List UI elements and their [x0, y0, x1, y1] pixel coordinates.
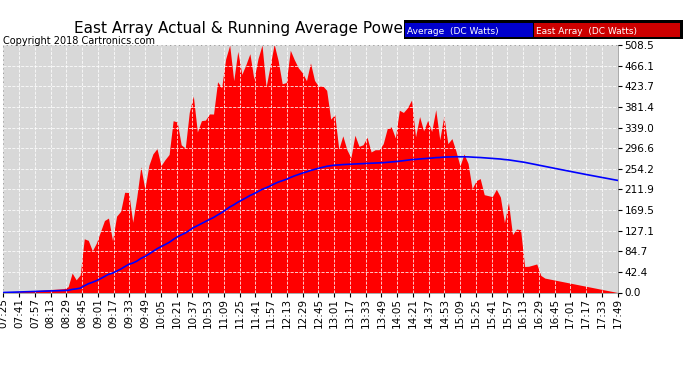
Text: Average  (DC Watts): Average (DC Watts) — [407, 27, 499, 36]
Text: East Array  (DC Watts): East Array (DC Watts) — [536, 27, 637, 36]
Text: Copyright 2018 Cartronics.com: Copyright 2018 Cartronics.com — [3, 36, 155, 46]
Text: East Array Actual & Running Average Power Thu Oct 25 17:53: East Array Actual & Running Average Powe… — [74, 21, 547, 36]
